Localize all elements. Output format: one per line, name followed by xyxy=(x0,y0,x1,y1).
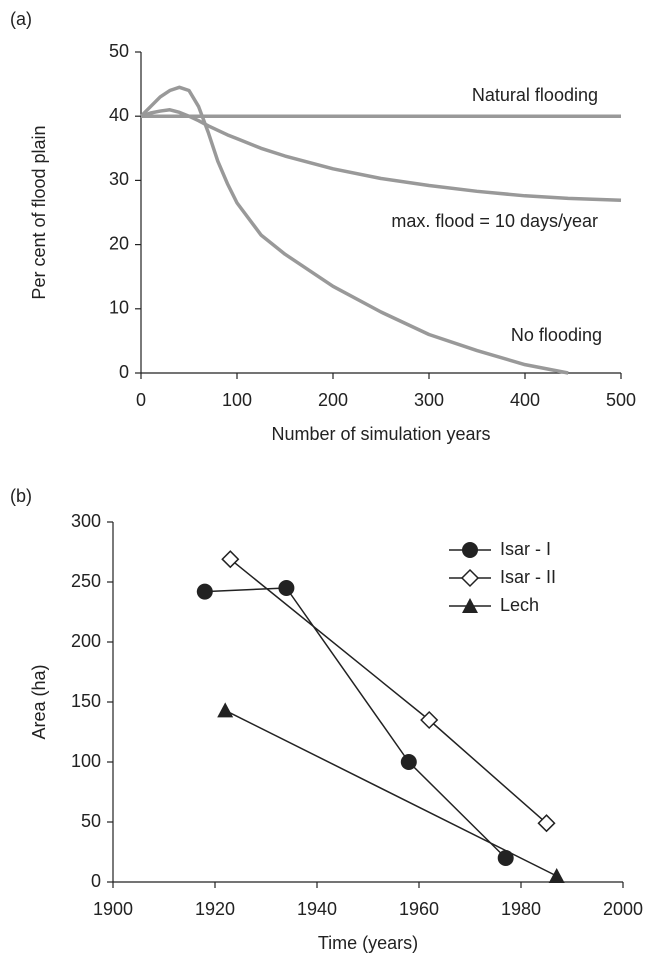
legend-marker xyxy=(462,598,478,613)
x-tick-label: 1900 xyxy=(93,899,133,919)
y-tick-label: 10 xyxy=(109,298,129,318)
marker xyxy=(221,550,240,569)
annotation: No flooding xyxy=(511,325,602,345)
x-tick-label: 2000 xyxy=(603,899,643,919)
series-line xyxy=(224,709,558,877)
marker xyxy=(400,754,417,770)
legend-label: Lech xyxy=(500,595,539,615)
legend-label: Isar - II xyxy=(500,567,556,587)
marker xyxy=(537,814,556,833)
marker xyxy=(278,580,295,596)
legend-label: Isar - I xyxy=(500,539,551,559)
x-tick-label: 500 xyxy=(606,390,636,410)
y-tick-label: 300 xyxy=(71,511,101,531)
marker xyxy=(420,710,439,730)
y-axis-label: Area (ha) xyxy=(29,664,49,739)
series-line xyxy=(204,587,507,859)
legend-marker xyxy=(462,542,478,558)
marker xyxy=(548,868,565,883)
x-tick-label: 100 xyxy=(222,390,252,410)
x-axis-label: Number of simulation years xyxy=(271,424,490,444)
marker xyxy=(217,702,234,718)
x-tick-label: 200 xyxy=(318,390,348,410)
x-axis-label: Time (years) xyxy=(318,933,418,953)
x-tick-label: 1920 xyxy=(195,899,235,919)
y-tick-label: 100 xyxy=(71,751,101,771)
x-tick-label: 1940 xyxy=(297,899,337,919)
series-line xyxy=(139,85,569,375)
y-tick-label: 150 xyxy=(71,691,101,711)
y-tick-label: 50 xyxy=(81,811,101,831)
marker xyxy=(196,583,213,600)
x-tick-label: 400 xyxy=(510,390,540,410)
y-tick-label: 30 xyxy=(109,169,129,189)
series-line xyxy=(140,108,622,203)
panel-label: (a) xyxy=(10,9,32,29)
y-tick-label: 200 xyxy=(71,631,101,651)
y-tick-label: 0 xyxy=(91,871,101,891)
y-axis-label: Per cent of flood plain xyxy=(29,125,49,299)
y-tick-label: 250 xyxy=(71,571,101,591)
y-tick-label: 0 xyxy=(119,362,129,382)
y-tick-label: 50 xyxy=(109,41,129,61)
marker xyxy=(497,850,514,866)
x-tick-label: 0 xyxy=(136,390,146,410)
y-tick-label: 20 xyxy=(109,233,129,253)
legend-marker xyxy=(460,568,480,588)
x-tick-label: 1960 xyxy=(399,899,439,919)
y-tick-label: 40 xyxy=(109,105,129,125)
x-tick-label: 300 xyxy=(414,390,444,410)
annotation: Natural flooding xyxy=(472,85,598,105)
annotation: max. flood = 10 days/year xyxy=(391,211,598,231)
x-tick-label: 1980 xyxy=(501,899,541,919)
panel-label: (b) xyxy=(10,486,32,506)
